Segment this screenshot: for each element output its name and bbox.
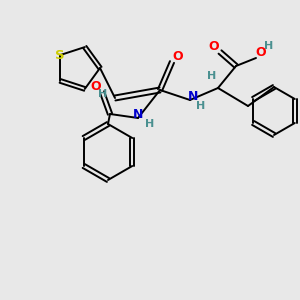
Text: S: S [56,49,65,62]
Text: H: H [264,41,274,51]
Text: H: H [146,119,154,129]
Text: N: N [188,91,198,103]
Text: O: O [256,46,266,59]
Text: O: O [209,40,219,52]
Text: N: N [133,107,143,121]
Text: H: H [196,101,206,111]
Text: O: O [91,80,101,92]
Text: O: O [173,50,183,62]
Text: H: H [98,89,108,99]
Text: H: H [207,71,217,81]
